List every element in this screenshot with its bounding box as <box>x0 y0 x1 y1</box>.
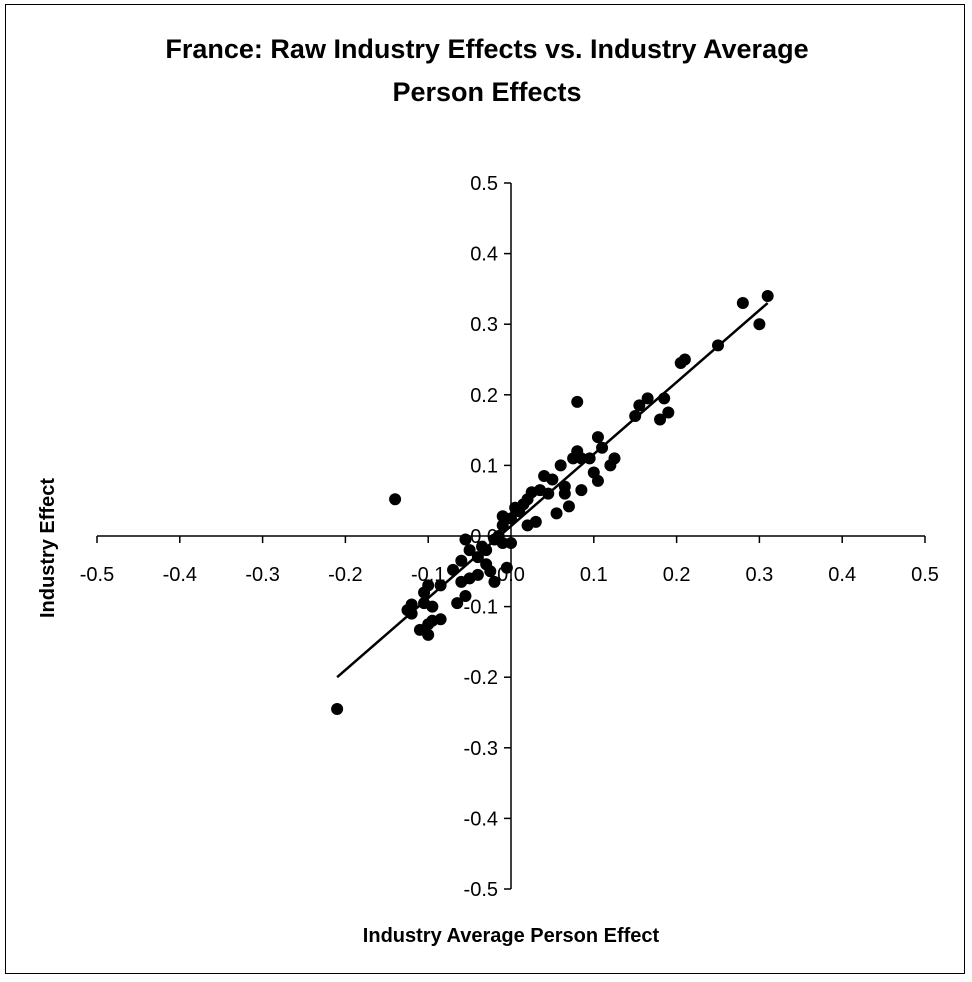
data-point <box>575 484 588 497</box>
data-point <box>554 459 567 472</box>
data-point <box>662 406 675 419</box>
data-point <box>471 568 484 581</box>
chart-title-line-2: Person Effects <box>392 77 581 107</box>
data-point <box>550 507 563 520</box>
data-point <box>471 551 484 564</box>
data-point <box>434 613 447 626</box>
x-tick-label: 0.3 <box>745 564 773 586</box>
data-point <box>500 561 513 574</box>
x-tick-label: 0.2 <box>663 564 691 586</box>
data-point <box>459 590 472 603</box>
data-point <box>678 353 691 366</box>
data-point <box>488 575 501 588</box>
y-tick-labels: -0.5-0.4-0.3-0.2-0.10.00.10.20.30.40.5 <box>464 173 498 901</box>
x-tick-label: -0.4 <box>163 564 197 586</box>
y-tick-label: 0.1 <box>470 455 498 477</box>
data-point <box>583 452 596 465</box>
data-point <box>505 537 517 550</box>
data-point <box>422 579 435 592</box>
y-tick-label: -0.5 <box>464 879 498 901</box>
y-tick-label: -0.1 <box>464 597 498 619</box>
data-point <box>447 563 460 576</box>
data-point <box>546 473 559 486</box>
data-point <box>591 431 604 444</box>
x-tick-labels: -0.5 -0.4 -0.3 -0.2 -0.1 0.0 0.1 0.2 0.3 0.4 0.5 <box>80 564 939 586</box>
data-point <box>542 487 555 500</box>
x-tick-label: -0.2 <box>328 564 362 586</box>
x-tick-label: 0.4 <box>828 564 856 586</box>
data-point <box>405 607 418 620</box>
data-point <box>591 474 604 487</box>
data-point <box>505 512 517 525</box>
chart-frame <box>5 4 965 974</box>
x-axis-title: Industry Average Person Effect <box>363 925 660 947</box>
data-point <box>426 600 439 613</box>
y-tick-label: 0.2 <box>470 385 498 407</box>
x-tick-label: -0.1 <box>411 564 445 586</box>
data-point <box>455 554 468 567</box>
chart-title-line-1: France: Raw Industry Effects vs. Industr… <box>165 34 808 64</box>
y-tick-label: 0.5 <box>470 173 498 195</box>
axes <box>96 182 926 890</box>
data-point <box>654 413 667 426</box>
x-tick-label: 0.5 <box>911 564 939 586</box>
data-point <box>629 409 642 422</box>
data-point <box>761 289 774 302</box>
y-tick-label: 0.3 <box>470 314 498 336</box>
y-tick-label: 0.4 <box>470 244 498 266</box>
x-tick-label: -0.3 <box>245 564 279 586</box>
y-axis-title: Industry Effect <box>37 478 59 618</box>
data-point <box>484 565 497 578</box>
y-tick-label: -0.4 <box>464 808 498 830</box>
data-point <box>389 493 402 506</box>
data-point <box>405 598 418 611</box>
data-point <box>658 392 671 405</box>
data-point <box>496 537 509 550</box>
y-tick-label: -0.3 <box>464 738 498 760</box>
data-point <box>463 544 476 557</box>
y-tick-label: -0.2 <box>464 667 498 689</box>
data-point <box>575 452 588 465</box>
data-point <box>753 318 766 331</box>
data-point <box>422 628 435 641</box>
data-point <box>736 297 749 310</box>
data-point <box>608 452 621 465</box>
data-point <box>480 544 493 557</box>
x-tick-label: -0.5 <box>80 564 114 586</box>
data-point <box>641 392 654 405</box>
data-points <box>331 289 774 715</box>
x-tick-label: 0.1 <box>580 564 608 586</box>
data-point <box>712 339 724 352</box>
data-point <box>596 441 609 454</box>
data-point <box>459 533 472 546</box>
data-point <box>633 399 646 412</box>
data-point <box>496 519 509 532</box>
data-point <box>451 597 464 610</box>
data-point <box>558 487 571 500</box>
data-point <box>562 500 575 513</box>
data-point <box>331 702 344 715</box>
data-point <box>571 395 584 408</box>
data-point <box>529 515 542 528</box>
data-point <box>434 579 447 592</box>
